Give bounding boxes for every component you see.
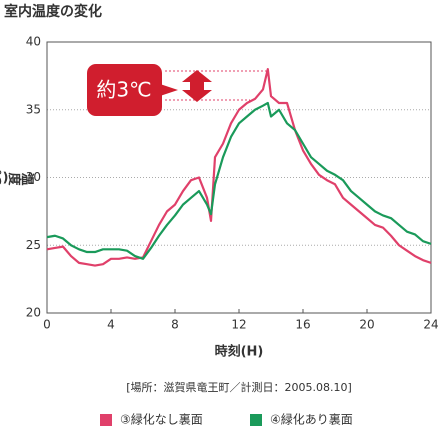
x-tick-label: 12 [231, 318, 246, 332]
annotation-text: 約3℃ [96, 78, 151, 102]
annotation: 約3℃ [87, 64, 268, 116]
y-tick-label: 25 [26, 238, 41, 252]
annotation-pointer [160, 84, 178, 96]
plot-frame [46, 41, 432, 314]
x-tick-label: 0 [43, 318, 51, 332]
x-tick-label: 4 [107, 318, 115, 332]
annotation-arrow [182, 70, 212, 102]
annotation-box [87, 64, 162, 116]
y-axis-label: 温度(℃) [0, 169, 34, 185]
note: [場所：滋賀県竜王町／計測日：2005.08.10] [126, 380, 352, 394]
legend-label: ③緑化なし裏面 [120, 412, 203, 427]
x-axis-label: 時刻(H) [215, 344, 264, 360]
x-tick-label: 20 [359, 318, 374, 332]
y-tick-label: 35 [26, 102, 41, 116]
x-tick-label: 16 [295, 318, 310, 332]
y-tick-label: 20 [26, 306, 41, 320]
legend-label: ④緑化あり裏面 [270, 412, 353, 427]
y-tick-label: 40 [26, 35, 41, 49]
legend-swatch [100, 414, 112, 426]
legend-swatch [250, 414, 262, 426]
x-tick-label: 24 [423, 318, 438, 332]
x-tick-label: 8 [171, 318, 179, 332]
series-line [46, 101, 432, 260]
series-line [46, 67, 432, 267]
chart-title: 室内温度の変化 [4, 3, 102, 20]
y-tick-label: 30 [26, 170, 41, 184]
